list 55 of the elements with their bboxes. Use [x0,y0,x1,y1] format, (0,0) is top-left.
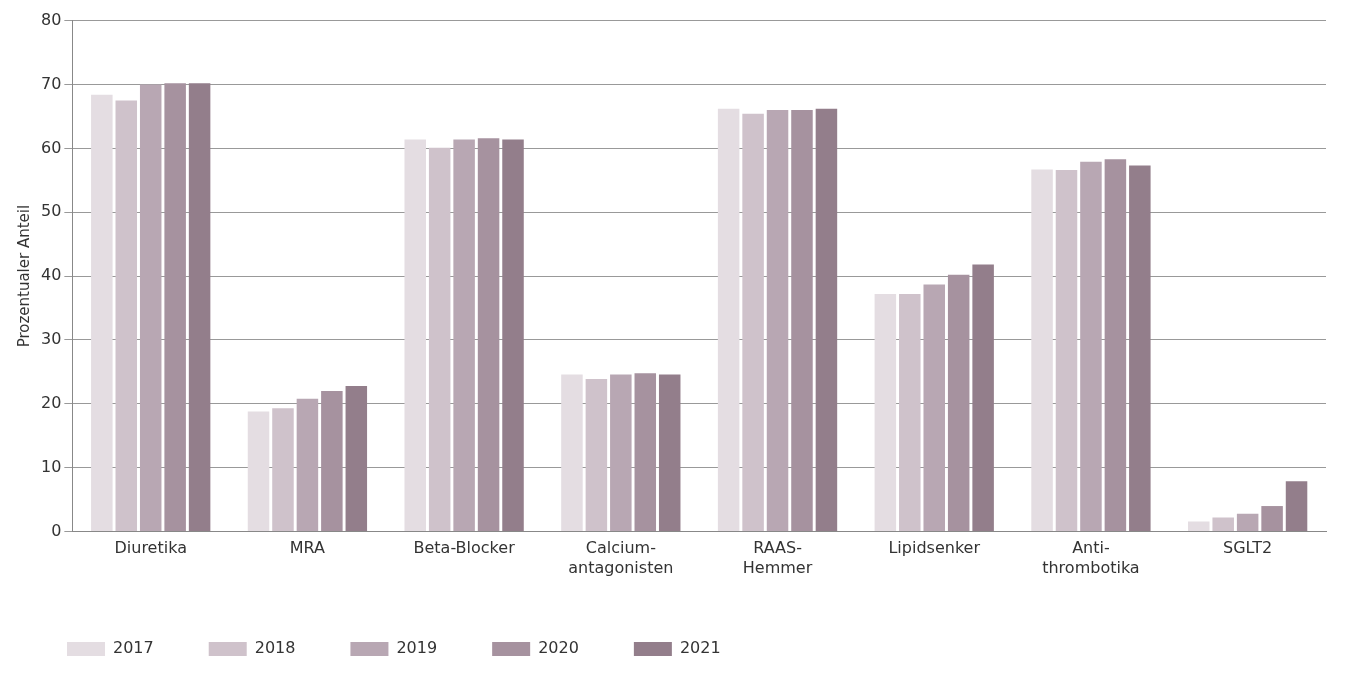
y-tick-label: 20 [41,393,62,413]
x-tick-label: RAAS- Hemmer [742,538,813,577]
bar [791,110,813,532]
bar [585,378,608,532]
legend-label: 2021 [679,638,721,658]
x-tick-label: MRA [289,538,326,558]
bar [91,94,113,532]
y-tick-label: 40 [41,265,62,285]
legend-label: 2018 [254,638,296,658]
bar [947,274,970,532]
bar [634,373,657,532]
y-tick-label: 70 [41,73,62,93]
bar [428,147,451,532]
x-tick-label: Anti- thrombotika [1042,538,1140,577]
y-tick-label: 60 [41,137,62,157]
bar [766,110,789,532]
x-tick-label: Calcium- antagonisten [568,538,674,577]
bar [561,374,583,532]
bar [874,293,897,532]
x-tick-label: SGLT2 [1223,538,1273,558]
y-tick-label: 0 [51,520,62,540]
bar [453,139,475,532]
bar [1031,169,1053,532]
bar [742,113,764,532]
y-tick-label: 30 [41,329,62,349]
bar [899,293,921,532]
bar [115,100,138,532]
bar [1212,517,1234,532]
y-tick-label: 50 [41,201,62,221]
bar [272,408,294,532]
bar [610,374,632,532]
x-tick-label: Beta-Blocker [413,538,516,558]
bar [1236,513,1259,532]
x-tick-label: Lipidsenker [888,538,981,558]
legend-label: 2020 [538,638,579,658]
bar [404,139,426,532]
bar [717,108,740,532]
bar [247,411,270,532]
legend-label: 2019 [396,638,438,658]
bar [1261,506,1283,532]
y-axis-title: Prozentualer Anteil [14,204,33,348]
bar [1055,170,1078,532]
bar [1188,521,1210,532]
x-tick-label: Diuretika [114,538,187,558]
bar [1104,159,1127,532]
y-tick-label: 10 [41,456,62,476]
bar [139,84,162,532]
bar [923,284,945,532]
bar [164,83,186,532]
bar [1080,161,1102,532]
y-tick-label: 80 [41,9,62,29]
bar [321,391,343,532]
bar [296,398,319,532]
legend-label: 2017 [113,638,154,658]
bar [477,138,500,532]
